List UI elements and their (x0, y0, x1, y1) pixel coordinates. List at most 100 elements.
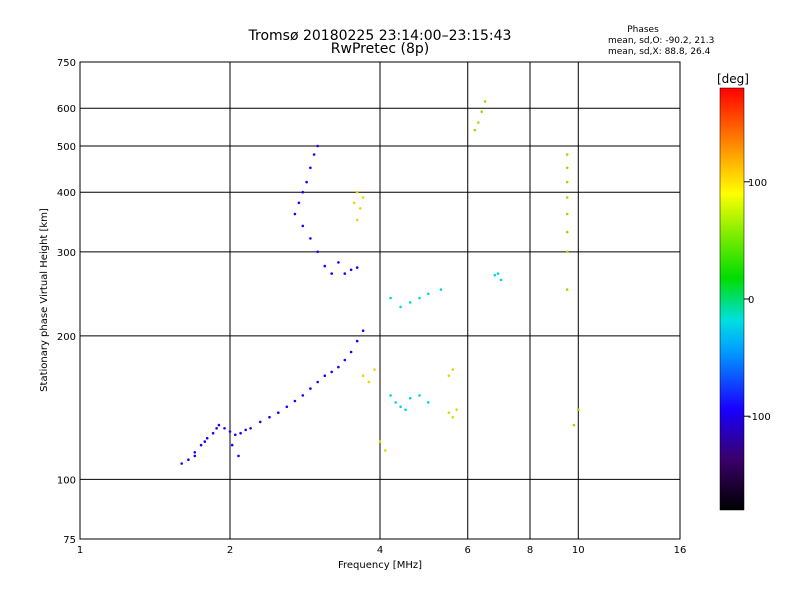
x-tick-label: 10 (572, 545, 585, 556)
data-point (337, 261, 340, 264)
data-point (343, 358, 347, 362)
x-tick-label: 6 (465, 545, 471, 556)
data-point (499, 278, 503, 282)
data-point (203, 440, 207, 443)
data-point (378, 440, 382, 443)
data-point (572, 423, 576, 427)
stats-line-o: mean, sd,O: -90.2, 21.3 (608, 36, 714, 46)
data-point (297, 201, 301, 205)
data-point (361, 196, 365, 199)
data-point (193, 454, 197, 458)
data-point (473, 128, 477, 132)
data-point (193, 451, 197, 454)
data-point (389, 394, 392, 397)
data-point (187, 458, 190, 462)
data-point (205, 436, 209, 440)
data-point (493, 273, 497, 277)
colorbar-unit: [deg] (717, 72, 749, 86)
data-point (483, 100, 487, 103)
data-point (230, 443, 234, 447)
data-point (312, 153, 316, 156)
data-point (373, 368, 376, 371)
data-point (258, 420, 262, 424)
data-point (361, 374, 365, 378)
data-point (234, 433, 237, 437)
data-point (565, 250, 569, 254)
data-point (565, 166, 569, 170)
y-tick-label: 500 (57, 142, 76, 153)
data-point (355, 339, 359, 343)
data-point (316, 144, 320, 148)
data-point (355, 190, 359, 194)
data-point (309, 237, 312, 240)
data-point (447, 374, 451, 378)
data-point (389, 296, 392, 300)
y-axis-label: Stationary phase Virtual Height [km] (39, 208, 50, 392)
data-point (277, 411, 280, 415)
data-point (285, 405, 289, 409)
chart-title: Tromsø 20180225 23:14:00–23:15:43 (248, 28, 512, 44)
data-point (305, 180, 308, 184)
grid-lines (80, 62, 680, 539)
stats-line-x: mean, sd,X: 88.8, 26.4 (608, 47, 711, 57)
data-point (215, 427, 218, 430)
data-point (323, 374, 327, 378)
data-point (349, 350, 353, 354)
y-tick-label: 600 (57, 104, 76, 115)
y-axis-ticks: 75 100 200 300 400 500 600 750 (57, 58, 76, 546)
y-tick-label: 750 (57, 58, 76, 69)
data-point (480, 110, 484, 113)
chart-subtitle: RwPretec (8p) (331, 41, 429, 57)
data-point (301, 190, 305, 194)
data-point (337, 365, 340, 369)
colorbar-tick-label: -100 (748, 412, 771, 423)
colorbar-tick-label: 100 (748, 178, 767, 189)
colorbar-ticks: 100 0 -100 (744, 178, 771, 423)
data-point (316, 380, 320, 384)
data-point (301, 394, 305, 397)
data-point (427, 292, 430, 296)
data-point (355, 218, 359, 222)
data-point (565, 212, 569, 216)
data-point (399, 305, 402, 309)
data-point (384, 449, 387, 452)
data-point (249, 427, 252, 430)
data-point (418, 394, 421, 397)
data-point (301, 224, 305, 228)
data-point (496, 272, 500, 275)
data-point (565, 230, 569, 234)
data-point (477, 121, 480, 124)
data-point (447, 411, 451, 415)
data-points (180, 100, 580, 465)
data-point (418, 296, 421, 300)
colorbar (719, 87, 745, 511)
x-tick-label: 8 (527, 545, 533, 556)
x-tick-label: 2 (227, 545, 233, 556)
y-tick-label: 400 (57, 188, 76, 199)
data-point (427, 401, 430, 404)
data-point (217, 423, 221, 427)
data-point (228, 430, 232, 433)
data-point (352, 201, 356, 205)
data-point (316, 250, 320, 254)
y-tick-label: 75 (63, 535, 76, 546)
x-tick-label: 4 (377, 545, 383, 556)
data-point (451, 415, 455, 419)
data-point (268, 415, 271, 419)
data-point (404, 408, 407, 412)
data-point (293, 212, 297, 216)
data-point (323, 264, 327, 268)
data-point (577, 408, 580, 412)
data-point (199, 443, 203, 447)
data-point (349, 268, 353, 272)
data-point (451, 368, 455, 371)
data-point (244, 428, 247, 432)
x-axis-label: Frequency [MHz] (338, 560, 422, 571)
data-point (408, 301, 412, 304)
data-point (358, 207, 362, 210)
data-point (439, 288, 443, 291)
data-point (399, 405, 402, 409)
data-point (330, 272, 334, 275)
data-point (237, 454, 240, 458)
